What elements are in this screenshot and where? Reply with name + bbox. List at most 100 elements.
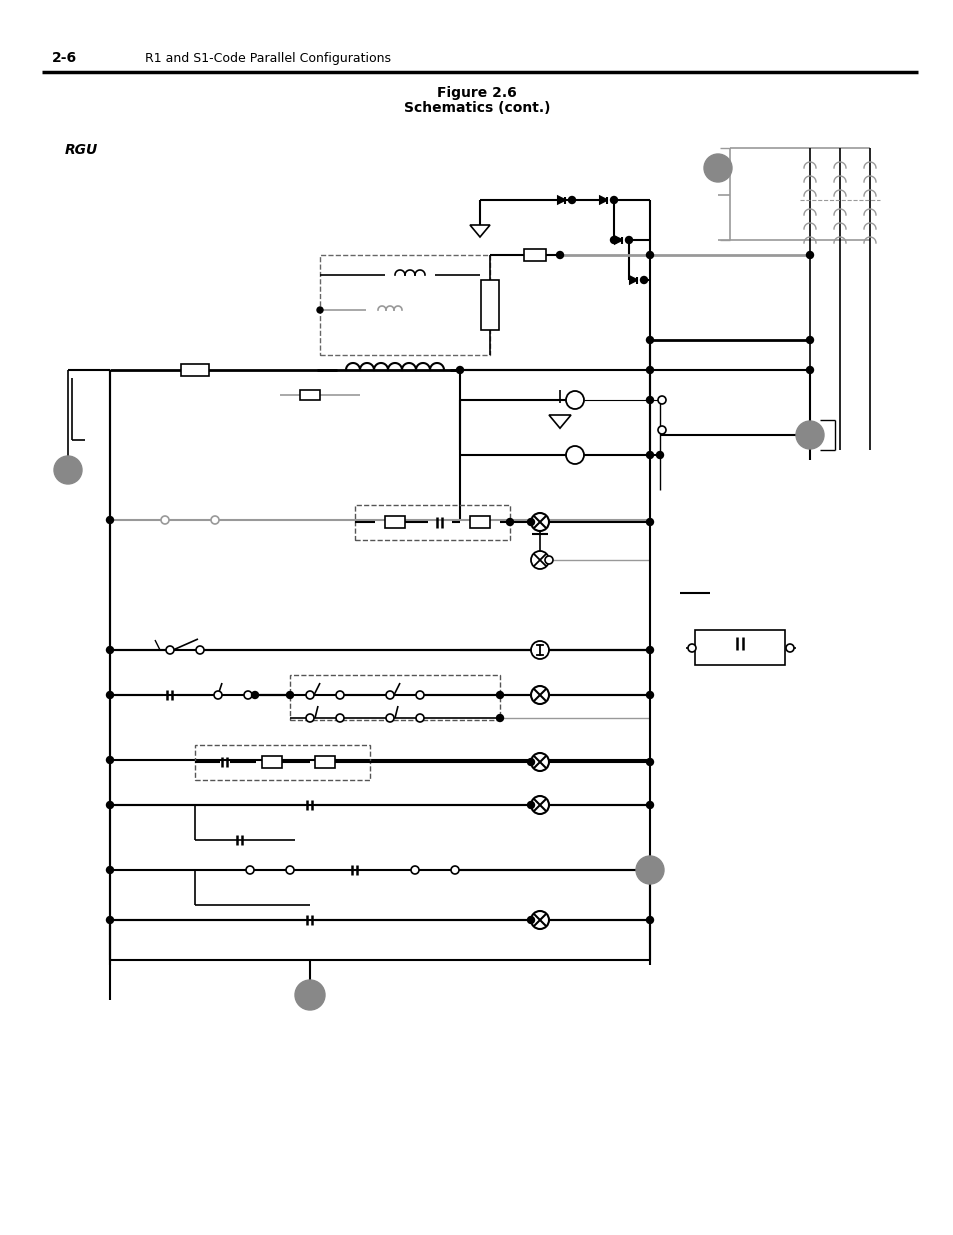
Circle shape — [531, 911, 548, 929]
Circle shape — [107, 757, 113, 763]
Bar — [262, 756, 282, 768]
Circle shape — [107, 646, 113, 653]
Circle shape — [687, 643, 696, 652]
Circle shape — [456, 367, 463, 373]
Circle shape — [335, 714, 344, 722]
Text: Schematics (cont.): Schematics (cont.) — [403, 101, 550, 115]
Circle shape — [646, 519, 653, 526]
Bar — [470, 516, 490, 529]
Circle shape — [286, 866, 294, 874]
Circle shape — [246, 866, 253, 874]
Circle shape — [211, 516, 219, 524]
Circle shape — [161, 516, 169, 524]
Circle shape — [636, 856, 663, 884]
Circle shape — [795, 421, 823, 450]
Bar — [290, 676, 499, 720]
Circle shape — [531, 551, 548, 569]
Circle shape — [531, 753, 548, 771]
Circle shape — [646, 916, 653, 924]
Circle shape — [568, 196, 575, 204]
Circle shape — [527, 758, 534, 766]
Circle shape — [646, 336, 653, 343]
Circle shape — [531, 641, 548, 659]
Circle shape — [646, 252, 653, 258]
Circle shape — [658, 396, 665, 404]
Circle shape — [411, 866, 418, 874]
Circle shape — [496, 715, 503, 721]
Circle shape — [335, 692, 344, 699]
Circle shape — [286, 692, 294, 699]
Circle shape — [805, 336, 813, 343]
Circle shape — [54, 456, 82, 484]
Circle shape — [646, 367, 653, 373]
Bar — [695, 630, 784, 664]
Text: 2-6: 2-6 — [52, 51, 77, 65]
Circle shape — [107, 692, 113, 699]
Bar — [194, 745, 370, 781]
Circle shape — [646, 452, 653, 458]
Bar — [314, 756, 335, 768]
Circle shape — [646, 646, 653, 653]
Circle shape — [506, 519, 513, 526]
Circle shape — [386, 692, 394, 699]
Circle shape — [294, 981, 325, 1010]
Circle shape — [416, 714, 423, 722]
Circle shape — [496, 692, 503, 699]
Circle shape — [639, 277, 647, 284]
Circle shape — [316, 308, 323, 312]
Circle shape — [527, 519, 534, 526]
Circle shape — [306, 714, 314, 722]
Polygon shape — [599, 196, 606, 204]
Circle shape — [610, 196, 617, 204]
Circle shape — [531, 513, 548, 531]
Circle shape — [703, 154, 731, 182]
Circle shape — [451, 866, 458, 874]
Circle shape — [527, 802, 534, 809]
Polygon shape — [558, 196, 564, 204]
Bar — [355, 505, 510, 540]
Circle shape — [646, 396, 653, 404]
Circle shape — [252, 692, 258, 699]
Circle shape — [556, 252, 563, 258]
Circle shape — [107, 516, 113, 524]
Circle shape — [785, 643, 793, 652]
Text: RGU: RGU — [65, 143, 98, 157]
Bar — [523, 249, 545, 261]
Bar — [319, 254, 490, 354]
Polygon shape — [629, 277, 637, 284]
Circle shape — [306, 692, 314, 699]
Polygon shape — [615, 236, 621, 243]
Circle shape — [646, 692, 653, 699]
Circle shape — [527, 916, 534, 924]
Circle shape — [386, 714, 394, 722]
Circle shape — [658, 426, 665, 433]
Circle shape — [107, 802, 113, 809]
Bar — [385, 516, 405, 529]
Text: R1 and S1-Code Parallel Configurations: R1 and S1-Code Parallel Configurations — [145, 52, 391, 64]
Circle shape — [805, 252, 813, 258]
Circle shape — [166, 646, 173, 655]
Circle shape — [646, 802, 653, 809]
Circle shape — [544, 556, 553, 564]
Circle shape — [531, 685, 548, 704]
Polygon shape — [470, 225, 490, 237]
Circle shape — [107, 867, 113, 873]
Circle shape — [565, 446, 583, 464]
Circle shape — [656, 452, 662, 458]
Circle shape — [565, 391, 583, 409]
Polygon shape — [548, 415, 571, 429]
Bar — [299, 390, 319, 400]
Text: Figure 2.6: Figure 2.6 — [436, 86, 517, 100]
Circle shape — [416, 692, 423, 699]
Circle shape — [610, 236, 617, 243]
Circle shape — [244, 692, 252, 699]
Circle shape — [107, 916, 113, 924]
Bar — [480, 280, 498, 330]
Circle shape — [195, 646, 204, 655]
Circle shape — [213, 692, 222, 699]
Circle shape — [531, 797, 548, 814]
Circle shape — [625, 236, 632, 243]
Bar — [181, 364, 209, 375]
Circle shape — [805, 367, 813, 373]
Circle shape — [646, 758, 653, 766]
